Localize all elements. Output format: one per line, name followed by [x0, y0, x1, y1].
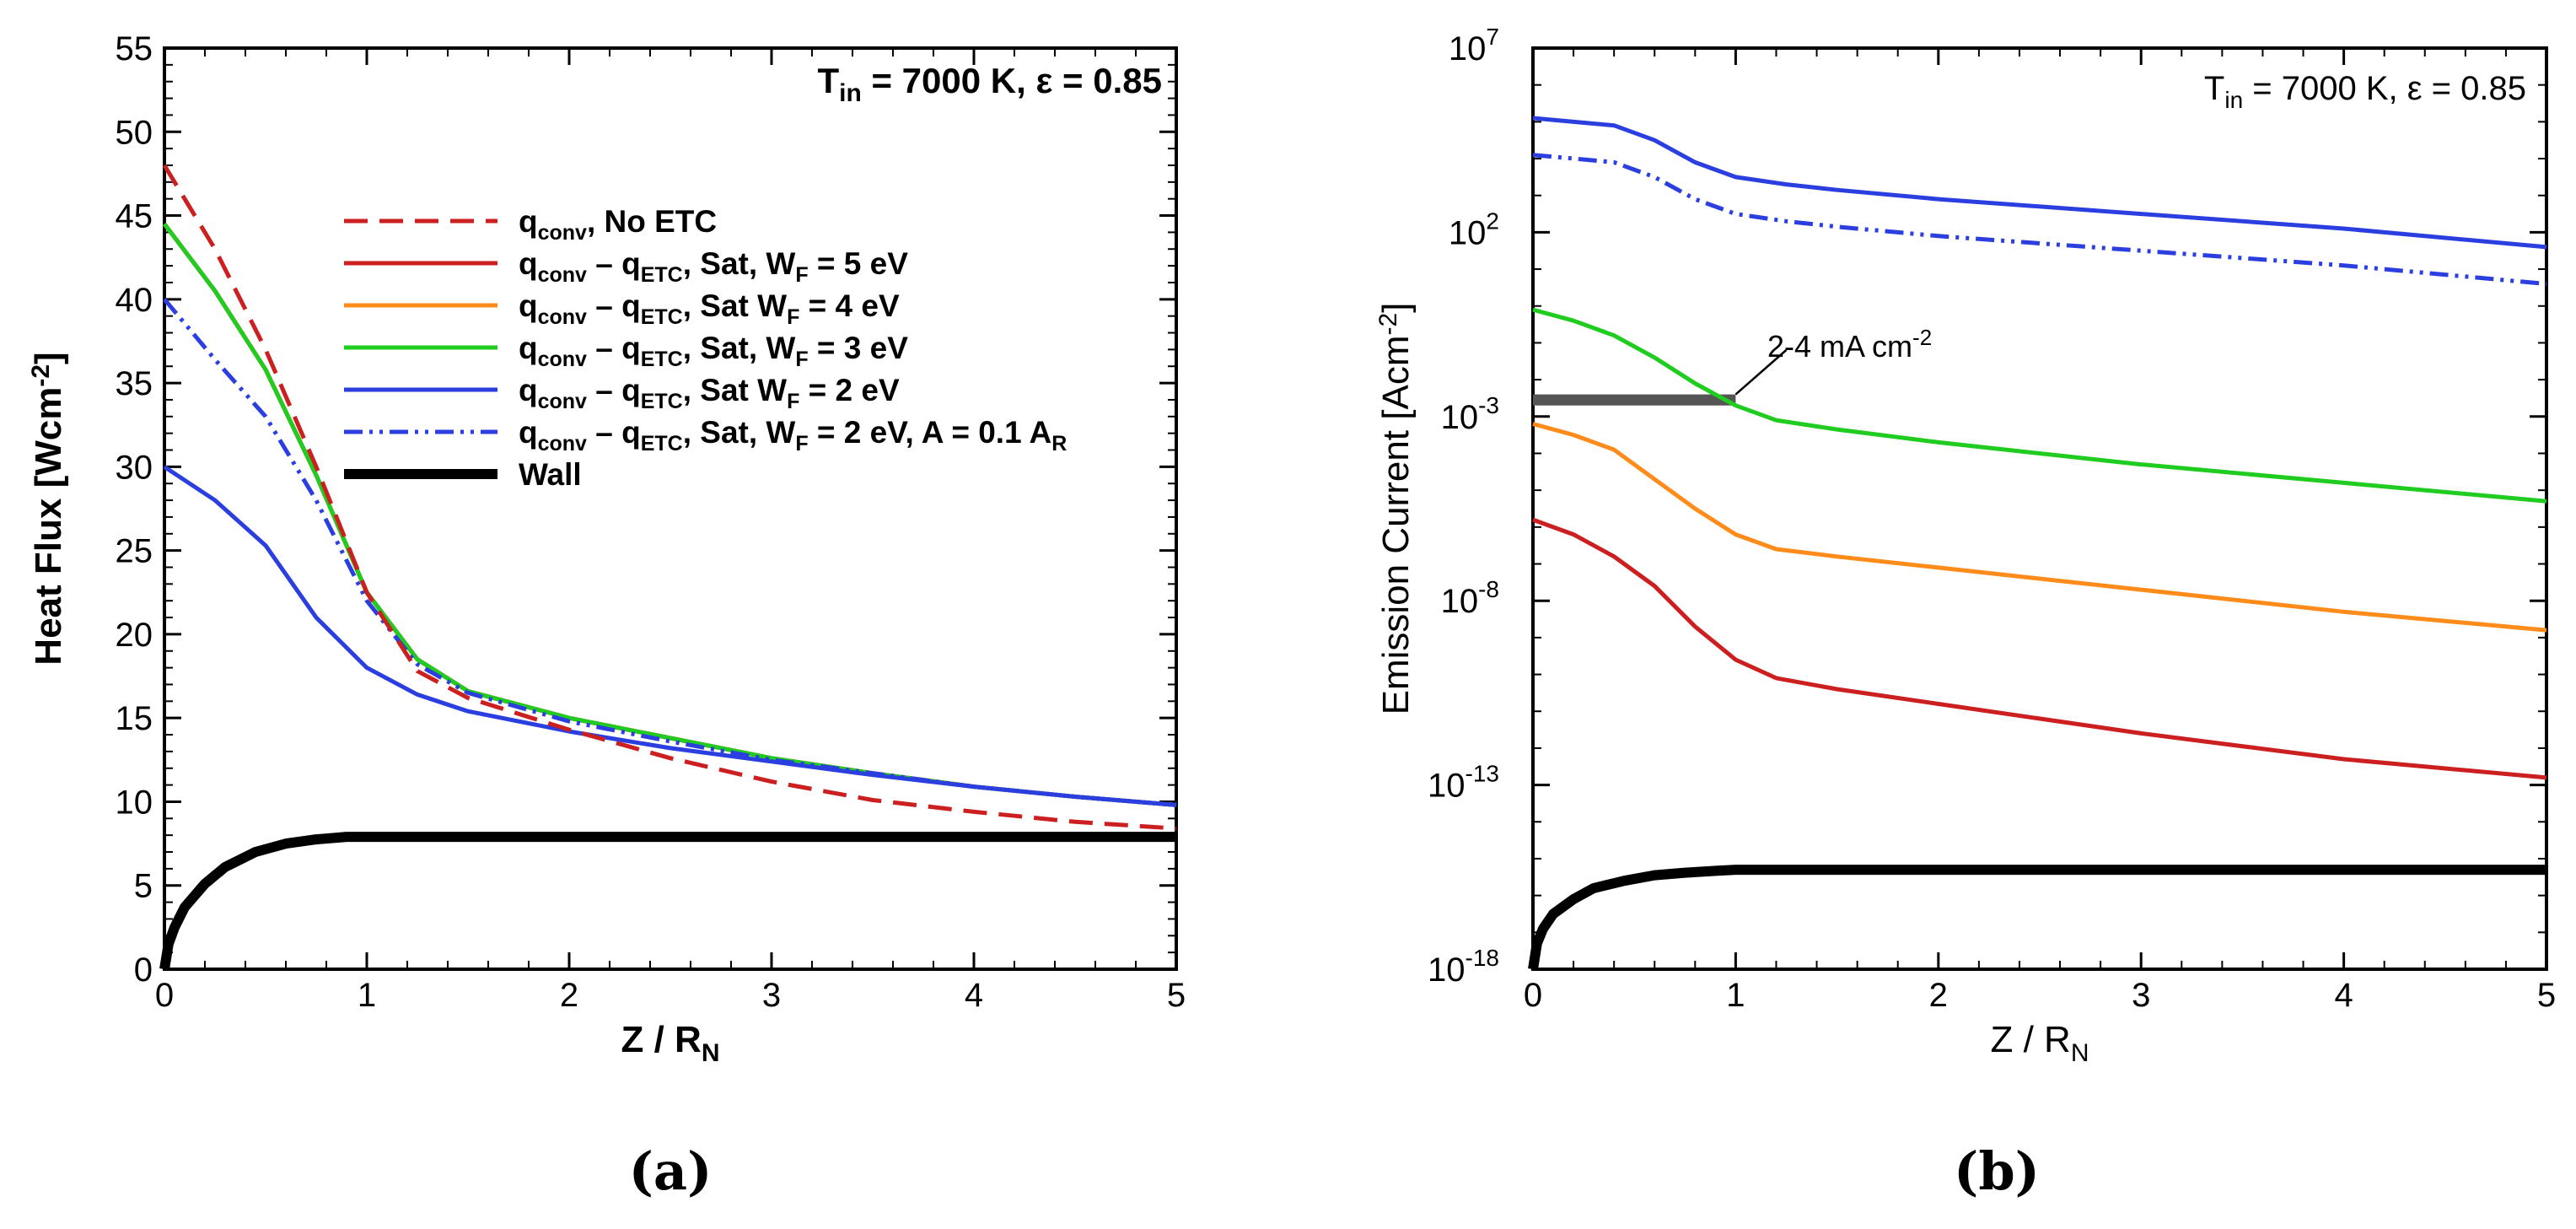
panel-a-y-tick-label: 40: [116, 282, 153, 319]
panel-b-y-tick-label: 10-8: [1441, 576, 1499, 620]
band-annotation-label: 2-4 mA cm-2: [1767, 325, 1932, 364]
panel-b-series-4: [1532, 517, 2547, 780]
panel-a-x-axis-title: Z / RN: [621, 1019, 720, 1067]
panel-a-series-6: [159, 832, 1176, 970]
legend-entry-wf5: qconv – qETC, Sat, WF = 5 eV: [519, 246, 908, 287]
panel-a-plot-frame: [163, 46, 1178, 971]
panel-a-y-tick-label: 30: [116, 449, 153, 486]
panel-a-x-tick-label: 5: [1167, 977, 1186, 1014]
panel-a-series-0: [162, 164, 1177, 831]
panel-b-plot-frame: [1531, 46, 2548, 971]
panel-b-y-tick-label: 10-13: [1428, 761, 1499, 805]
panel-b-series-1: [1532, 153, 2547, 287]
panel-b-x-tick-label: 5: [2537, 977, 2556, 1014]
panel-a-x-tick-label: 2: [560, 977, 578, 1014]
panel-a-y-tick-label: 0: [134, 951, 153, 989]
band-leader-line: [1734, 349, 1788, 396]
panel-a-x-tick-label: 4: [965, 977, 983, 1014]
panel-b-series-2: [1532, 307, 2547, 504]
panel-b-series-0: [1532, 116, 2547, 250]
panel-b-y-tick-label: 10-18: [1428, 945, 1499, 989]
panel-a-legend: qconv, No ETC qconv – qETC, Sat, WF = 5 …: [344, 204, 1067, 492]
panel-b-caption: (b): [1954, 1140, 2040, 1202]
panel-a-y-tick-label: 50: [116, 114, 153, 151]
panel-b-x-tick-label: 1: [1726, 977, 1745, 1014]
legend-entry-wall: Wall: [519, 457, 582, 492]
panel-b-x-tick-label: 4: [2334, 977, 2353, 1014]
legend-entry-wf4: qconv – qETC, Sat WF = 4 eV: [519, 288, 900, 329]
panel-b-x-tick-label: 0: [1524, 977, 1542, 1014]
panel-a-y-tick-label: 45: [116, 198, 153, 235]
panel-b-x-tick-label: 2: [1929, 977, 1948, 1014]
panel-a-y-tick-label: 5: [134, 868, 153, 905]
panel-b-x-tick-label: 3: [2132, 977, 2150, 1014]
panel-b-y-tick-label: 10-3: [1441, 392, 1499, 436]
panel-a-y-axis-title: Heat Flux [Wcm-2]: [27, 352, 69, 665]
emission-current-band: [1533, 394, 1736, 406]
panel-a-y-tick-label: 55: [116, 30, 153, 67]
panel-b-y-tick-label: 102: [1449, 208, 1499, 251]
legend-entry-no-etc: qconv, No ETC: [519, 204, 717, 245]
legend-entry-wf3: qconv – qETC, Sat, WF = 3 eV: [519, 331, 908, 371]
panel-a-caption: (a): [629, 1140, 713, 1202]
panel-b-series-5: [1528, 865, 2546, 970]
panel-b-series-3: [1532, 422, 2547, 633]
panel-b-chart: 0 1 2 3 4 5 10-18 10-13 10-8 10-3 102 107 Tin = 700…: [1374, 24, 2556, 1202]
panel-a-y-tick-label: 35: [116, 365, 153, 402]
panel-a-x-tick-label: 1: [358, 977, 376, 1014]
panel-a-series-4: [163, 465, 1177, 807]
panel-b-x-axis-title: Z / RN: [1991, 1019, 2089, 1067]
legend-entry-wf2-area: qconv – qETC, Sat, WF = 2 eV, A = 0.1 AR: [519, 415, 1067, 455]
legend-entry-wf2: qconv – qETC, Sat WF = 2 eV: [519, 373, 900, 413]
panel-a-x-tick-label: 3: [762, 977, 781, 1014]
panel-b-y-tick-label: 107: [1449, 24, 1499, 67]
panel-a-x-tick-label: 0: [155, 977, 174, 1014]
panel-a-y-tick-label: 25: [116, 533, 153, 570]
panel-b-condition-label: Tin = 7000 K, ε = 0.85: [2204, 70, 2526, 113]
panel-a-condition-label: Tin = 7000 K, ε = 0.85: [817, 61, 1162, 107]
panel-a-y-tick-label: 15: [116, 700, 153, 737]
panel-a-y-tick-label: 20: [116, 617, 153, 654]
panel-a-y-tick-label: 10: [116, 784, 153, 821]
panel-a-series-5: [163, 298, 1177, 807]
panel-b-y-axis-title: Emission Current [Acm-2]: [1374, 303, 1417, 715]
